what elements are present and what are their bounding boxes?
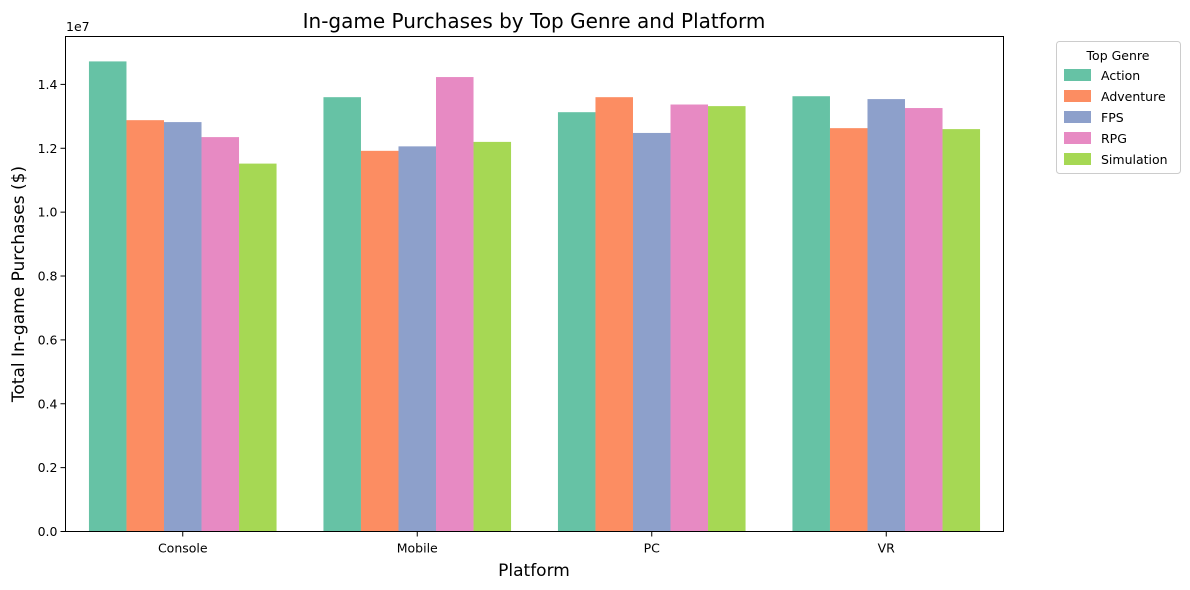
legend-swatch-adventure [1064, 90, 1091, 102]
plot-frame [65, 36, 1004, 532]
legend-swatch-rpg [1064, 132, 1091, 144]
bar-adventure-mobile [360, 150, 399, 532]
bar-adventure-vr [829, 128, 868, 532]
x-tick-label: VR [878, 541, 896, 556]
bar-simulation-pc [708, 106, 746, 532]
bar-rpg-console [201, 137, 240, 532]
bar-fps-console [163, 122, 202, 532]
y-axis-label: Total In-game Purchases ($) [9, 166, 29, 403]
bar-adventure-console [126, 120, 164, 532]
bars-layer [88, 61, 981, 532]
y-tick-label: 1.2 [38, 141, 58, 156]
y-offset-text: 1e7 [66, 19, 90, 34]
x-tick-label: Console [158, 541, 208, 556]
legend-label-rpg: RPG [1101, 131, 1127, 146]
bar-fps-vr [867, 99, 906, 532]
chart-title: In-game Purchases by Top Genre and Platf… [303, 9, 766, 33]
x-tick-label: Mobile [397, 541, 438, 556]
bar-action-vr [792, 96, 830, 532]
y-tick-label: 0.0 [38, 524, 58, 539]
y-tick-label: 1.4 [38, 77, 58, 92]
bar-action-console [88, 61, 127, 532]
bar-simulation-mobile [473, 141, 512, 532]
bar-adventure-pc [595, 97, 633, 532]
bar-rpg-pc [670, 104, 709, 532]
y-axis: 0.0 0.2 0.4 0.6 0.8 1.0 1.2 1.4 [38, 77, 66, 539]
legend-swatch-fps [1064, 111, 1091, 123]
bar-action-mobile [323, 97, 361, 532]
y-tick-label: 0.6 [38, 332, 58, 347]
legend-label-adventure: Adventure [1101, 89, 1166, 104]
y-tick-label: 1.0 [38, 205, 58, 220]
legend: Top Genre Action Adventure FPS RPG Simulatio… [1056, 41, 1181, 174]
x-tick-label: PC [644, 541, 661, 556]
bar-fps-mobile [398, 146, 437, 532]
legend-label-simulation: Simulation [1101, 152, 1168, 167]
bar-rpg-mobile [436, 77, 474, 532]
legend-swatch-action [1064, 69, 1091, 81]
bar-simulation-vr [942, 129, 981, 532]
legend-swatch-simulation [1064, 153, 1091, 165]
x-axis: Console Mobile PC VR [158, 531, 896, 556]
y-tick-label: 0.2 [38, 460, 58, 475]
legend-title: Top Genre [1086, 48, 1150, 63]
legend-label-fps: FPS [1101, 110, 1124, 125]
bar-simulation-console [239, 163, 277, 532]
bar-action-pc [557, 112, 596, 532]
y-tick-label: 0.4 [38, 396, 58, 411]
legend-label-action: Action [1101, 68, 1140, 83]
x-axis-label: Platform [498, 561, 570, 581]
bar-rpg-vr [905, 108, 943, 532]
bar-fps-pc [632, 132, 671, 532]
y-tick-label: 0.8 [38, 269, 58, 284]
